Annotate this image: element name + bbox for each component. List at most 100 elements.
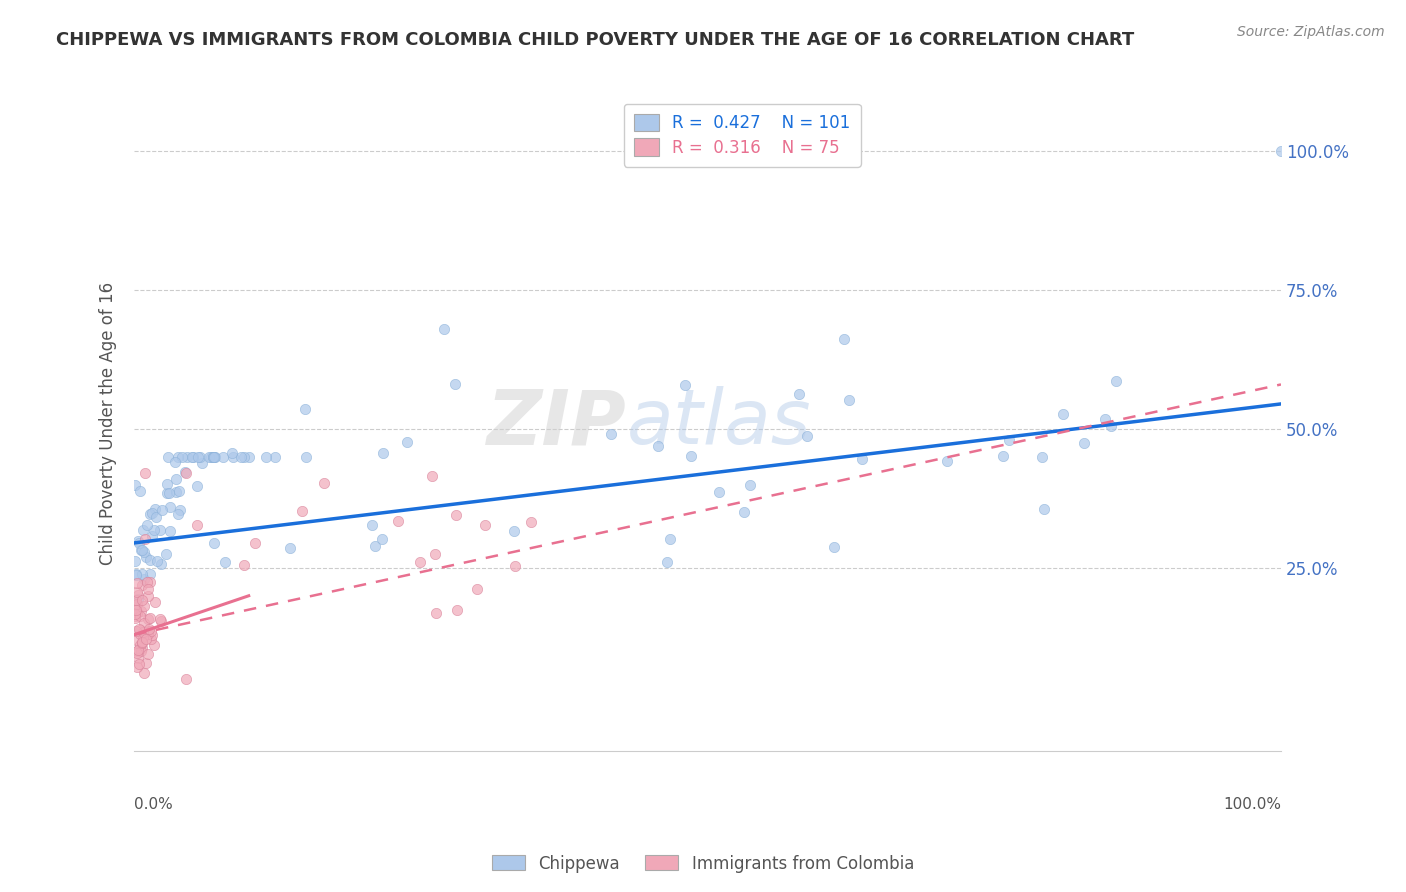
Point — [1094, 411, 1116, 425]
Text: 100.0%: 100.0% — [1223, 797, 1281, 813]
Point — [278, 541, 301, 556]
Point — [142, 523, 165, 537]
Point — [823, 540, 845, 554]
Point — [180, 450, 202, 464]
Point — [134, 572, 156, 586]
Point — [141, 628, 163, 642]
Point — [832, 332, 855, 346]
Point — [156, 485, 179, 500]
Point — [1052, 407, 1074, 421]
Point — [128, 483, 150, 498]
Point — [128, 622, 150, 636]
Point — [131, 523, 153, 537]
Point — [131, 640, 153, 655]
Point — [190, 456, 212, 470]
Point — [125, 575, 148, 590]
Point — [127, 643, 149, 657]
Point — [167, 450, 190, 464]
Point — [263, 450, 285, 464]
Point — [127, 533, 149, 548]
Point — [232, 450, 254, 464]
Point — [149, 558, 172, 572]
Point — [169, 503, 191, 517]
Point — [204, 535, 226, 549]
Point — [229, 450, 252, 464]
Point — [129, 623, 152, 637]
Point — [125, 633, 148, 648]
Point — [136, 517, 159, 532]
Point — [135, 632, 157, 646]
Point — [134, 545, 156, 559]
Text: Source: ZipAtlas.com: Source: ZipAtlas.com — [1237, 25, 1385, 39]
Text: atlas: atlas — [627, 386, 811, 460]
Point — [655, 555, 678, 569]
Point — [157, 485, 180, 500]
Point — [371, 533, 394, 547]
Point — [408, 555, 430, 569]
Point — [149, 611, 172, 625]
Point — [838, 392, 860, 407]
Point — [659, 533, 682, 547]
Point — [165, 485, 187, 500]
Point — [124, 608, 146, 623]
Point — [167, 483, 190, 498]
Point — [176, 450, 198, 464]
Point — [129, 638, 152, 652]
Point — [1073, 436, 1095, 450]
Point — [129, 604, 152, 618]
Point — [1099, 419, 1122, 434]
Point — [135, 656, 157, 670]
Y-axis label: Child Poverty Under the Age of 16: Child Poverty Under the Age of 16 — [100, 282, 117, 565]
Point — [256, 450, 278, 464]
Point — [294, 401, 316, 416]
Point — [212, 450, 235, 464]
Point — [124, 554, 146, 568]
Point — [125, 598, 148, 612]
Point — [238, 450, 260, 464]
Point — [787, 386, 810, 401]
Point — [141, 529, 163, 543]
Point — [221, 446, 243, 460]
Point — [129, 627, 152, 641]
Point — [733, 505, 755, 519]
Point — [128, 657, 150, 671]
Point — [159, 500, 181, 514]
Point — [1270, 144, 1292, 158]
Point — [1033, 502, 1056, 516]
Point — [134, 533, 156, 547]
Point — [174, 467, 197, 481]
Point — [127, 592, 149, 607]
Point — [295, 450, 318, 464]
Point — [387, 514, 409, 528]
Point — [222, 450, 245, 464]
Point — [165, 473, 187, 487]
Point — [936, 454, 959, 468]
Point — [129, 542, 152, 557]
Point — [132, 625, 155, 640]
Point — [149, 524, 172, 538]
Point — [363, 540, 385, 554]
Point — [125, 568, 148, 582]
Point — [125, 584, 148, 599]
Point — [201, 450, 224, 464]
Point — [127, 651, 149, 665]
Point — [125, 644, 148, 658]
Point — [125, 659, 148, 673]
Point — [135, 574, 157, 589]
Point — [134, 599, 156, 613]
Point — [159, 524, 181, 538]
Point — [181, 450, 204, 464]
Point — [233, 558, 256, 572]
Point — [139, 507, 162, 521]
Point — [131, 542, 153, 557]
Point — [1031, 450, 1053, 464]
Point — [146, 554, 169, 568]
Point — [139, 553, 162, 567]
Point — [520, 516, 543, 530]
Text: CHIPPEWA VS IMMIGRANTS FROM COLOMBIA CHILD POVERTY UNDER THE AGE OF 16 CORRELATI: CHIPPEWA VS IMMIGRANTS FROM COLOMBIA CHI… — [56, 31, 1135, 49]
Point — [503, 558, 526, 573]
Point — [851, 451, 873, 466]
Point — [136, 589, 159, 603]
Point — [707, 484, 730, 499]
Point — [446, 603, 468, 617]
